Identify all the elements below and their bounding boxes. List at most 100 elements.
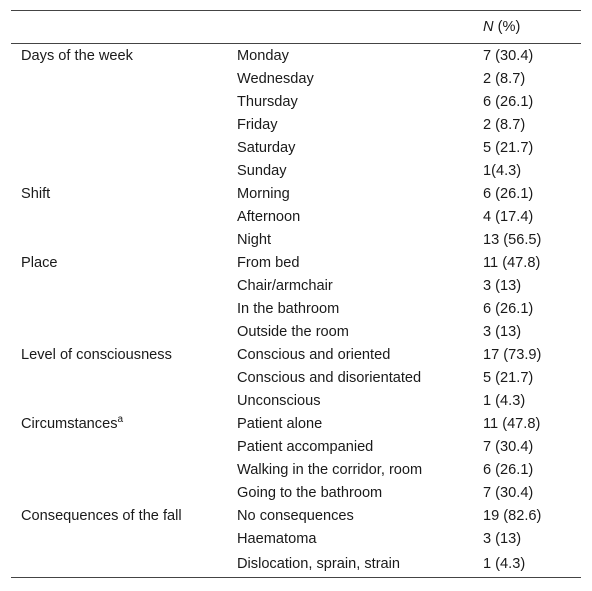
row-category bbox=[11, 436, 237, 459]
table-header-row: N (%) bbox=[11, 10, 581, 44]
row-item: From bed bbox=[237, 255, 300, 271]
category-label: Consequences of the fall bbox=[21, 508, 182, 524]
row-category: Shift bbox=[11, 183, 237, 206]
table-row: Haematoma 3 (13) bbox=[11, 528, 581, 551]
row-category bbox=[11, 229, 237, 252]
category-label: Days of the week bbox=[21, 47, 133, 64]
category-label: Place bbox=[21, 255, 58, 271]
row-item: Chair/armchair bbox=[237, 278, 333, 294]
row-item: Going to the bathroom bbox=[237, 485, 383, 501]
row-category: Circumstancesa bbox=[11, 413, 237, 436]
row-item: Patient accompanied bbox=[237, 439, 374, 455]
row-value: 11 (47.8) bbox=[483, 255, 541, 271]
row-item: Dislocation, sprain, strain bbox=[237, 551, 483, 578]
table-row: Afternoon 4 (17.4) bbox=[11, 206, 581, 229]
row-value: 1(4.3) bbox=[483, 163, 522, 179]
row-category bbox=[11, 528, 237, 551]
table-row: Circumstancesa Patient alone 11 (47.8) bbox=[11, 413, 581, 436]
row-item: Conscious and oriented bbox=[237, 347, 391, 363]
table-row: Dislocation, sprain, strain 1 (4.3) bbox=[11, 551, 581, 578]
row-value: 7 (30.4) bbox=[483, 47, 534, 64]
table-row: Unconscious 1 (4.3) bbox=[11, 390, 581, 413]
row-category bbox=[11, 482, 237, 505]
row-value: 3 (13) bbox=[483, 531, 522, 547]
header-item bbox=[237, 10, 483, 44]
row-item: Saturday bbox=[237, 140, 296, 156]
row-item: Conscious and disorientated bbox=[237, 370, 422, 386]
row-category bbox=[11, 459, 237, 482]
row-value: 7 (30.4) bbox=[483, 485, 534, 501]
table-row: Outside the room 3 (13) bbox=[11, 321, 581, 344]
table-row: Conscious and disorientated 5 (21.7) bbox=[11, 367, 581, 390]
table-row: Walking in the corridor, room 6 (26.1) bbox=[11, 459, 581, 482]
row-item: No consequences bbox=[237, 508, 354, 524]
row-item: Walking in the corridor, room bbox=[237, 462, 423, 478]
row-item: Patient alone bbox=[237, 416, 323, 432]
row-category bbox=[11, 390, 237, 413]
row-item: Monday bbox=[237, 47, 289, 64]
row-value: 5 (21.7) bbox=[483, 370, 534, 386]
row-category bbox=[11, 275, 237, 298]
row-category: Place bbox=[11, 252, 237, 275]
row-item: Sunday bbox=[237, 163, 287, 179]
row-value: 2 (8.7) bbox=[483, 71, 526, 87]
row-category bbox=[11, 114, 237, 137]
header-n: N bbox=[483, 18, 494, 35]
table-row: Friday 2 (8.7) bbox=[11, 114, 581, 137]
row-item: Thursday bbox=[237, 94, 298, 110]
falls-table-container: N (%) Days of the week Monday 7 (30.4) Wedn… bbox=[11, 10, 581, 578]
row-item: Outside the room bbox=[237, 324, 349, 340]
row-value: 1 (4.3) bbox=[483, 551, 581, 578]
footnote-marker: a bbox=[117, 414, 124, 426]
table-row: Going to the bathroom 7 (30.4) bbox=[11, 482, 581, 505]
row-value: 7 (30.4) bbox=[483, 439, 534, 455]
row-category bbox=[11, 551, 237, 578]
row-item: Wednesday bbox=[237, 71, 314, 87]
row-value: 19 (82.6) bbox=[483, 508, 542, 524]
category-label: Shift bbox=[21, 186, 51, 202]
table-row: Days of the week Monday 7 (30.4) bbox=[11, 44, 581, 69]
table-row: Consequences of the fall No consequences 1… bbox=[11, 505, 581, 528]
header-n-percent: N (%) bbox=[483, 10, 581, 44]
row-category: Level of consciousness bbox=[11, 344, 237, 367]
row-value: 4 (17.4) bbox=[483, 209, 534, 225]
row-value: 6 (26.1) bbox=[483, 301, 534, 317]
table-row: Sunday 1(4.3) bbox=[11, 160, 581, 183]
row-value: 13 (56.5) bbox=[483, 232, 542, 248]
row-category bbox=[11, 206, 237, 229]
row-category bbox=[11, 68, 237, 91]
row-category bbox=[11, 160, 237, 183]
row-item: Friday bbox=[237, 117, 278, 133]
row-value: 6 (26.1) bbox=[483, 186, 534, 202]
table-row: Patient accompanied 7 (30.4) bbox=[11, 436, 581, 459]
row-value: 11 (47.8) bbox=[483, 416, 541, 432]
table-row: Chair/armchair 3 (13) bbox=[11, 275, 581, 298]
row-item: Afternoon bbox=[237, 209, 301, 225]
row-category bbox=[11, 298, 237, 321]
row-value: 3 (13) bbox=[483, 278, 522, 294]
row-category bbox=[11, 137, 237, 160]
row-category bbox=[11, 91, 237, 114]
row-value: 17 (73.9) bbox=[483, 347, 542, 363]
row-value: 6 (26.1) bbox=[483, 94, 534, 110]
table-row: Saturday 5 (21.7) bbox=[11, 137, 581, 160]
row-value: 1 (4.3) bbox=[483, 393, 526, 409]
table-row: Thursday 6 (26.1) bbox=[11, 91, 581, 114]
row-item: Morning bbox=[237, 186, 290, 202]
table-row: Shift Morning 6 (26.1) bbox=[11, 183, 581, 206]
row-category: Consequences of the fall bbox=[11, 505, 237, 528]
row-category bbox=[11, 321, 237, 344]
row-value: 3 (13) bbox=[483, 324, 522, 340]
row-category: Days of the week bbox=[11, 44, 237, 69]
category-label: Level of consciousness bbox=[21, 347, 172, 363]
table-body: Days of the week Monday 7 (30.4) Wednesday 2… bbox=[11, 44, 581, 578]
table-row: Place From bed 11 (47.8) bbox=[11, 252, 581, 275]
row-category bbox=[11, 367, 237, 390]
row-item: Haematoma bbox=[237, 531, 317, 547]
row-item: Unconscious bbox=[237, 393, 321, 409]
row-value: 2 (8.7) bbox=[483, 117, 526, 133]
header-category bbox=[11, 10, 237, 44]
row-item: In the bathroom bbox=[237, 301, 340, 317]
table-row: Night 13 (56.5) bbox=[11, 229, 581, 252]
header-pct: (%) bbox=[493, 18, 521, 35]
